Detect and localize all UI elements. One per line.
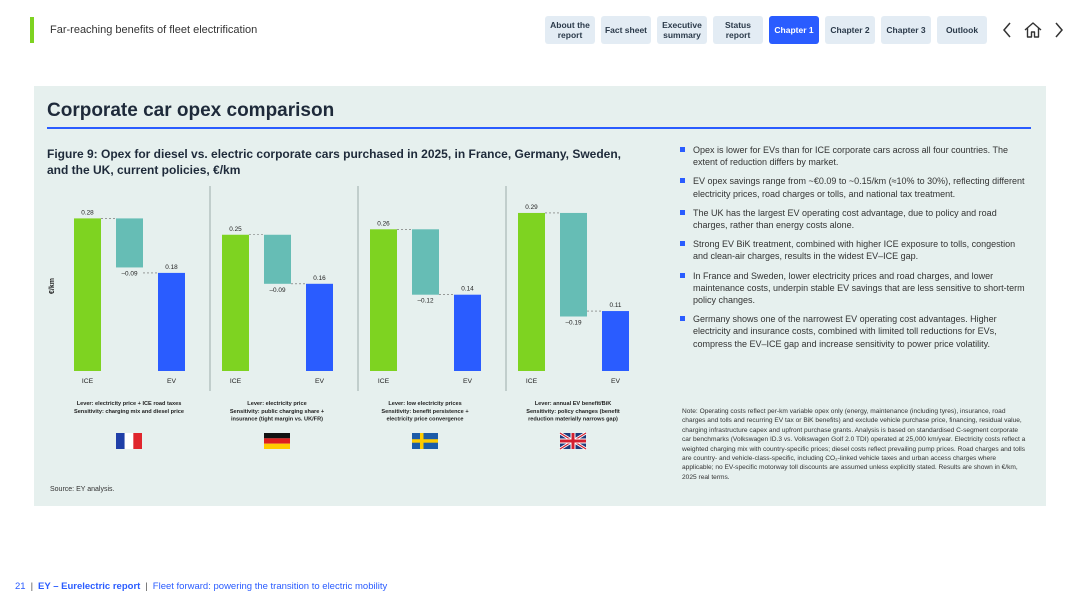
bullet-item: In France and Sweden, lower electricity …: [680, 270, 1025, 307]
sensitivity-caption: Sensitivity: policy changes (benefit redu…: [526, 409, 620, 423]
ev-bar: [306, 283, 333, 371]
ev-bar: [454, 294, 481, 371]
footer-brand: EY – Eurelectric report: [38, 581, 141, 592]
delta-value-label: –0.09: [122, 270, 138, 277]
y-axis-label: €/km: [49, 278, 56, 294]
x-tick-label: ICE: [526, 378, 538, 385]
figure-title: Figure 9: Opex for diesel vs. electric c…: [47, 147, 622, 177]
bullet-item: The UK has the largest EV operating cost…: [680, 207, 1025, 231]
ice-bar: [370, 229, 397, 371]
section-title: Far-reaching benefits of fleet electrifi…: [50, 24, 258, 36]
germany-flag-icon: [264, 433, 290, 449]
title-rule: [47, 127, 1031, 129]
lever-caption: Lever: electricity price: [247, 401, 306, 407]
x-tick-label: EV: [167, 378, 177, 385]
delta-value-label: –0.09: [270, 287, 286, 294]
bullet-marker: [680, 316, 685, 322]
nav-about-report[interactable]: About the report: [545, 16, 595, 44]
source-note: Source: EY analysis.: [50, 486, 115, 493]
nav-icons: [997, 18, 1069, 42]
x-tick-label: EV: [315, 378, 325, 385]
ice-value-label: 0.28: [81, 209, 94, 216]
lever-caption: Lever: low electricity prices: [388, 401, 461, 407]
uk-flag-icon: [559, 431, 587, 451]
sweden-flag-icon: [412, 433, 438, 449]
bullet-item: Strong EV BiK treatment, combined with h…: [680, 238, 1025, 262]
x-tick-label: EV: [463, 378, 473, 385]
x-tick-label: EV: [611, 378, 621, 385]
x-tick-label: ICE: [230, 378, 242, 385]
delta-bar: [412, 229, 439, 295]
bullet-item: Opex is lower for EVs than for ICE corpo…: [680, 144, 1025, 168]
ev-bar: [158, 272, 185, 371]
nav-outlook[interactable]: Outlook: [937, 16, 987, 44]
ev-value-label: 0.14: [461, 286, 474, 293]
methodology-note: Note: Operating costs reflect per-km var…: [682, 408, 1026, 481]
footer: 21 | EY – Eurelectric report | Fleet forward…: [15, 581, 388, 592]
nav-chapter-2[interactable]: Chapter 2: [825, 16, 875, 44]
chevron-right-icon[interactable]: [1049, 18, 1069, 42]
ev-bar: [602, 311, 629, 371]
sensitivity-caption: Sensitivity: benefit persistence + electr…: [381, 409, 469, 423]
delta-bar: [264, 234, 291, 284]
chevron-left-icon[interactable]: [997, 18, 1017, 42]
page-number: 21: [15, 581, 26, 592]
ice-value-label: 0.25: [229, 226, 242, 233]
delta-value-label: –0.12: [418, 298, 434, 305]
footer-subtitle: Fleet forward: powering the transition t…: [152, 581, 388, 592]
ev-value-label: 0.16: [313, 275, 326, 282]
nav-status-report[interactable]: Status report: [713, 16, 763, 44]
bullet-marker: [680, 178, 685, 184]
bullet-item: EV opex savings range from ~€0.09 to ~0.…: [680, 175, 1025, 199]
bullet-marker: [680, 272, 685, 278]
ice-value-label: 0.29: [525, 204, 538, 211]
lever-caption: Lever: electricity price + ICE road taxe…: [77, 401, 182, 407]
bullet-list: Opex is lower for EVs than for ICE corpo…: [680, 144, 1025, 357]
panel-title: Corporate car opex comparison: [47, 100, 335, 121]
ice-bar: [222, 234, 249, 371]
nav-chapter-1[interactable]: Chapter 1: [769, 16, 819, 44]
nav-fact-sheet[interactable]: Fact sheet: [601, 16, 651, 44]
ev-value-label: 0.18: [165, 264, 178, 271]
delta-value-label: –0.19: [566, 320, 582, 327]
delta-bar: [560, 212, 587, 317]
home-icon[interactable]: [1023, 18, 1043, 42]
nav-chapter-3[interactable]: Chapter 3: [881, 16, 931, 44]
bullet-marker: [680, 241, 685, 247]
ice-value-label: 0.26: [377, 220, 390, 227]
delta-bar: [116, 218, 143, 268]
sensitivity-caption: Sensitivity: public charging share + insu…: [230, 409, 325, 423]
sensitivity-caption: Sensitivity: charging mix and diesel pri…: [74, 409, 184, 415]
opex-chart: €/km 0.28 –0.09 0.18 ICE EV Lever: electricity…: [49, 186, 629, 451]
bullet-item: Germany shows one of the narrowest EV op…: [680, 313, 1025, 350]
x-tick-label: ICE: [378, 378, 390, 385]
ice-bar: [74, 218, 101, 371]
bullet-marker: [680, 209, 685, 215]
content-panel: Corporate car opex comparison Figure 9: …: [34, 86, 1046, 506]
header-accent-bar: [30, 17, 34, 43]
nav-executive-summary[interactable]: Executive summary: [657, 16, 707, 44]
ev-value-label: 0.11: [610, 302, 622, 309]
x-tick-label: ICE: [82, 378, 94, 385]
lever-caption: Lever: annual EV benefit/BiK: [535, 401, 611, 407]
ice-bar: [518, 212, 545, 371]
bullet-marker: [680, 147, 685, 152]
france-flag-icon: [116, 433, 142, 449]
top-nav: About the report Fact sheet Executive su…: [545, 16, 987, 44]
